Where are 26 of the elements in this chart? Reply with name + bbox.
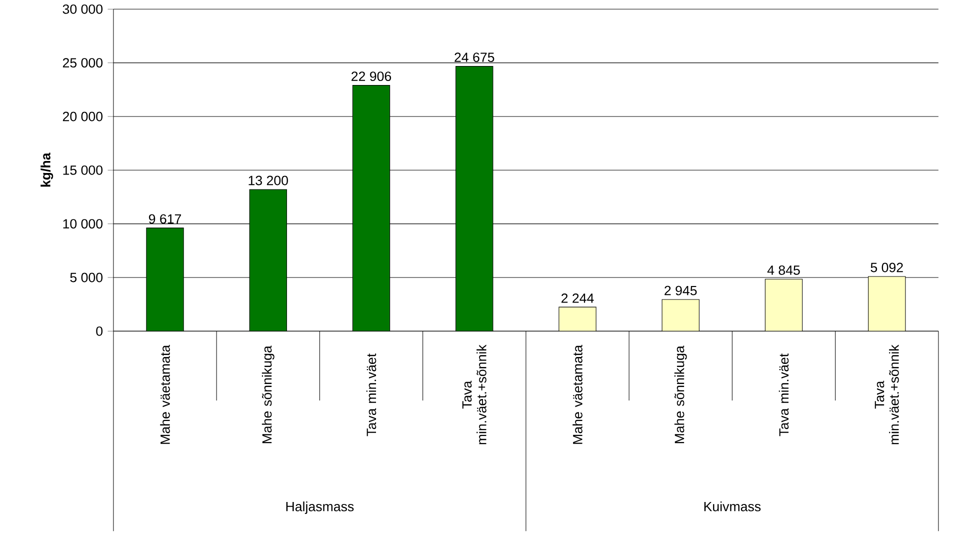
y-tick-label: 5 000 (70, 272, 103, 282)
data-label: 22 906 (352, 72, 392, 82)
x-tick-label: Tava min.väet (778, 354, 789, 436)
y-tick-label: 30 000 (62, 4, 103, 14)
x-tick-label: Tava min.väet.+sõnnik (462, 344, 486, 444)
data-label: 2 244 (561, 294, 594, 303)
x-tick-label: Mahe sõnnikuga (674, 346, 687, 444)
data-label: 24 675 (454, 52, 494, 62)
x-tick-label: Tava min.väet (366, 354, 376, 436)
y-tick-label: 10 000 (63, 219, 103, 229)
y-tick-label: 15 000 (63, 166, 103, 175)
data-label: 5 092 (870, 262, 903, 272)
x-tick-label: Mahe väetamata (572, 344, 582, 444)
data-label: 13 200 (248, 176, 288, 186)
data-label: 9 617 (148, 214, 182, 224)
x-tick-label: Tava min.väet.+sõnnik (874, 344, 899, 444)
x-tick-label: Mahe väetamata (160, 344, 170, 444)
text: Kuivmass (704, 502, 761, 512)
text: Haljasmass (286, 502, 354, 514)
y-tick-label: 25 000 (62, 58, 103, 68)
y-axis-title: kg/ha (40, 152, 54, 187)
data-label: 2 945 (664, 286, 697, 296)
x-tick-label: Mahe sõnnikuga (262, 346, 274, 444)
y-tick-label: 20 000 (62, 112, 103, 122)
y-tick-label: 0 (96, 326, 103, 336)
data-label: 4 845 (767, 266, 800, 275)
